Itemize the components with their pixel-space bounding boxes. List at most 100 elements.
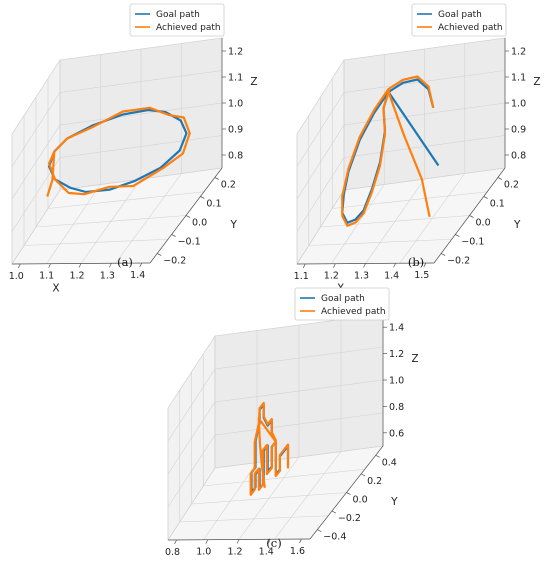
- legend-achieved-label: Achieved path: [438, 23, 503, 33]
- y-tick-label: 0.2: [367, 476, 382, 487]
- x-axis-label: X: [52, 283, 59, 295]
- x-tick-mark: [302, 263, 306, 269]
- x-tick-mark: [363, 263, 366, 268]
- z-tick-label: 1.0: [511, 99, 526, 110]
- x-tick-mark: [393, 263, 396, 268]
- z-tick-label: 0.8: [389, 402, 404, 413]
- legend-goal-label: Goal path: [321, 294, 365, 304]
- x-tick-label: 1.2: [69, 271, 84, 282]
- x-tick-mark: [48, 263, 51, 268]
- z-tick-label: 1.0: [389, 376, 404, 387]
- x-tick-mark: [17, 263, 21, 269]
- x-tick-label: 1.3: [100, 270, 115, 281]
- x-tick-mark: [205, 539, 209, 544]
- y-tick-label: 0.0: [476, 218, 491, 229]
- gridline: [203, 468, 365, 487]
- x-tick-label: 1.5: [414, 270, 429, 281]
- legend-box: [411, 3, 507, 37]
- y-tick-label: −0.1: [178, 237, 201, 248]
- subplot-a: 1.0 1.1 1.2 1.3 1.4 X 0.20.1 0.0 −0.1 −0.2 Y 1.2 1.1…: [9, 3, 258, 295]
- z-tick-label: 0.9: [228, 125, 243, 136]
- y-axis-label: Y: [390, 496, 398, 508]
- x-tick-mark: [109, 263, 112, 268]
- legend-box: [294, 287, 390, 321]
- x-tick-mark: [174, 539, 177, 545]
- y-tick-mark: [455, 234, 460, 237]
- legend-goal-label: Goal path: [438, 10, 482, 20]
- gridline: [238, 456, 300, 540]
- y-tick-mark: [214, 177, 219, 180]
- y-tick-label: −0.2: [163, 256, 186, 267]
- y-axis-label: Y: [513, 219, 521, 231]
- y-tick-label: 0.0: [353, 495, 368, 506]
- y-tick-label: 0.4: [382, 457, 397, 468]
- x-tick-label: 1.1: [294, 271, 309, 282]
- x-tick-label: 1.2: [324, 271, 339, 282]
- y-tick-label: 0.0: [192, 218, 207, 229]
- y-tick-mark: [360, 473, 366, 477]
- gridline: [365, 178, 425, 264]
- x-tick-label: 0.8: [165, 547, 180, 557]
- y-tick-mark: [157, 253, 162, 256]
- x-tick-mark: [423, 262, 427, 268]
- x-tick-mark: [267, 539, 271, 544]
- legend-achieved-label: Achieved path: [156, 23, 221, 33]
- y-tick-label: −0.4: [323, 532, 346, 543]
- gridline: [332, 191, 488, 209]
- x-tick-label: 1.1: [39, 271, 54, 282]
- y-tick-label: 0.2: [221, 180, 236, 191]
- legend-box: [129, 3, 225, 37]
- z-tick-label: 1.0: [228, 99, 243, 110]
- x-tick-label: 1.6: [290, 546, 305, 557]
- y-tick-label: −0.2: [338, 513, 361, 524]
- achieved-path-line: [46, 106, 191, 197]
- gridline: [274, 451, 342, 540]
- y-axis-label: Y: [230, 219, 238, 231]
- y-tick-mark: [497, 177, 503, 180]
- x-tick-mark: [78, 263, 82, 268]
- subfigure-caption: (b): [408, 255, 424, 269]
- z-axis-label: Z: [533, 76, 540, 88]
- z-tick-label: 1.2: [389, 349, 404, 360]
- z-tick-label: 0.9: [511, 125, 526, 136]
- achieved-path-line: [341, 75, 435, 227]
- y-tick-mark: [375, 454, 380, 458]
- y-tick-mark: [331, 510, 337, 514]
- gridline: [80, 178, 142, 264]
- x-tick-label: 1.0: [9, 271, 24, 282]
- y-tick-mark: [200, 196, 205, 199]
- gridline: [115, 173, 182, 264]
- x-tick-label: 1.0: [196, 547, 211, 557]
- subfigure-caption: (c): [266, 536, 281, 550]
- z-tick-label: 0.8: [511, 151, 526, 162]
- y-tick-mark: [469, 215, 474, 218]
- x-tick-label: 1.4: [259, 546, 274, 557]
- x-tick-mark: [299, 538, 302, 544]
- y-tick-mark: [185, 215, 191, 218]
- z-tick-label: 0.8: [228, 151, 243, 162]
- z-tick-label: 1.1: [511, 73, 526, 84]
- x-tick-label: 1.4: [130, 270, 145, 281]
- y-tick-label: 0.2: [504, 180, 519, 191]
- gridline: [214, 445, 384, 469]
- y-tick-mark: [317, 529, 322, 533]
- achieved-path-line: [249, 401, 290, 496]
- z-tick-label: 1.4: [389, 323, 404, 334]
- x-tick-mark: [139, 262, 143, 268]
- z-axis-label: Z: [250, 76, 257, 88]
- subplot-b: 1.11.21.31.41.5X0.20.10.0−0.1−0.2Y1.21.1…: [294, 3, 541, 295]
- z-tick-label: 1.2: [228, 47, 243, 58]
- y-tick-mark: [483, 196, 488, 199]
- x-tick-mark: [333, 263, 336, 268]
- x-tick-label: 1.2: [227, 547, 242, 558]
- x-tick-label: 1.3: [354, 271, 369, 282]
- z-tick-label: 0.6: [389, 428, 404, 439]
- y-tick-mark: [440, 253, 446, 256]
- gridline: [47, 191, 205, 209]
- legend-goal-label: Goal path: [156, 10, 200, 20]
- y-tick-mark: [171, 234, 176, 237]
- z-tick-label: 1.2: [511, 47, 526, 58]
- z-axis-label: Z: [411, 353, 418, 365]
- y-tick-label: −0.2: [447, 256, 470, 267]
